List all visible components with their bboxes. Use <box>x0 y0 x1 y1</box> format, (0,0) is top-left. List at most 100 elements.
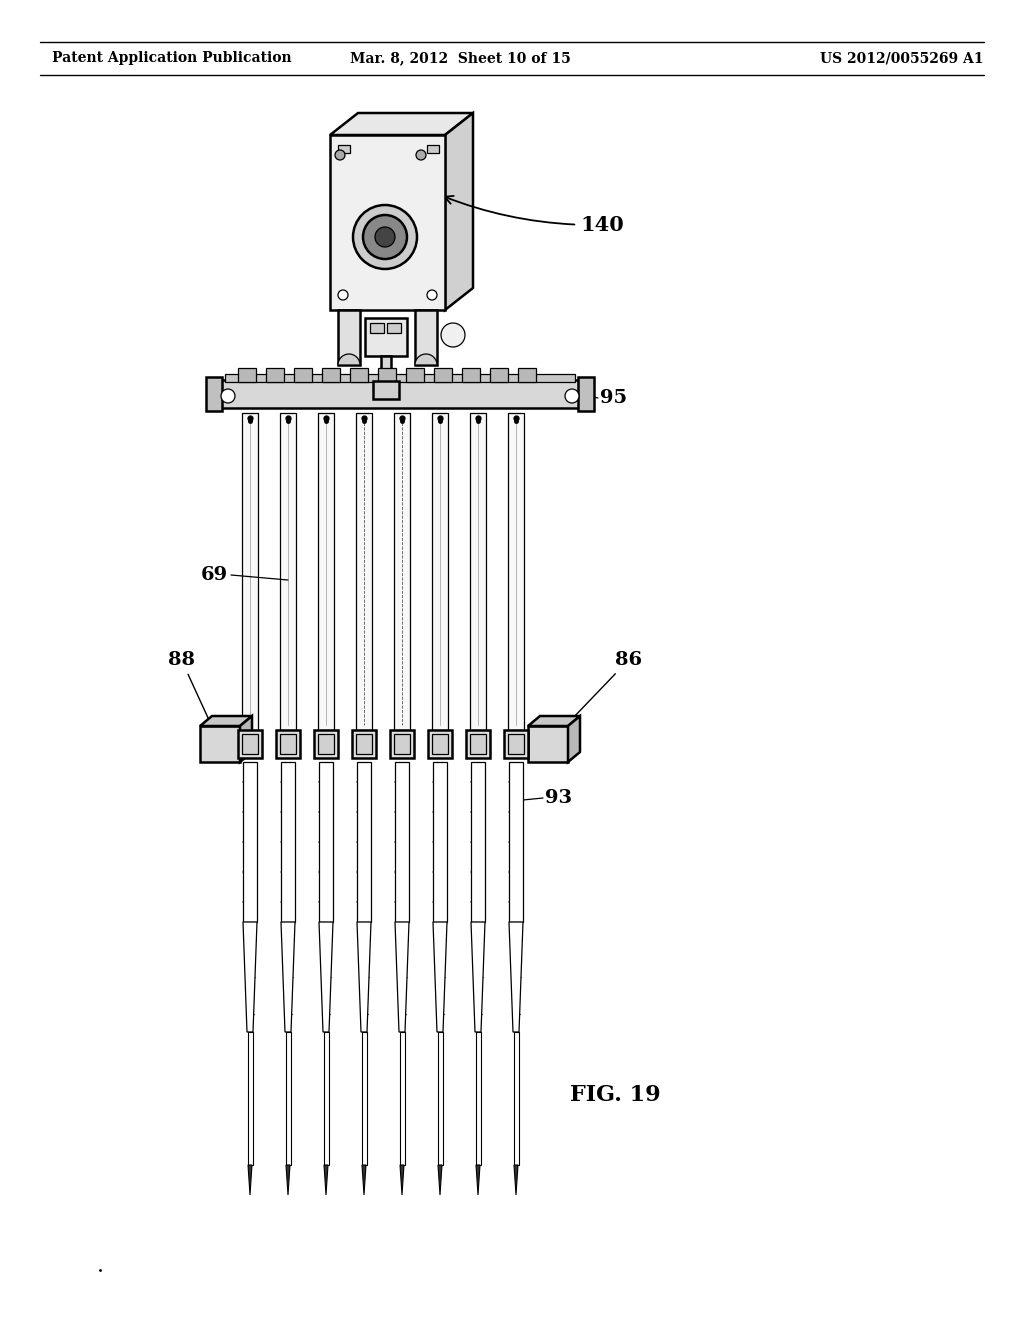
Bar <box>242 734 258 754</box>
Bar <box>352 730 376 758</box>
Polygon shape <box>400 1166 404 1195</box>
Bar <box>432 734 449 754</box>
Bar <box>387 323 401 333</box>
Bar <box>318 734 334 754</box>
Polygon shape <box>286 1166 290 1195</box>
Circle shape <box>353 205 417 269</box>
Text: 86: 86 <box>551 651 642 741</box>
Text: Patent Application Publication: Patent Application Publication <box>52 51 292 65</box>
Bar <box>319 762 333 921</box>
Bar <box>381 356 391 381</box>
Bar <box>427 145 439 153</box>
Polygon shape <box>330 114 473 135</box>
Text: US 2012/0055269 A1: US 2012/0055269 A1 <box>820 51 983 65</box>
Bar <box>518 368 536 381</box>
Wedge shape <box>338 354 360 366</box>
Bar <box>338 145 350 153</box>
Circle shape <box>375 227 395 247</box>
Bar <box>314 730 338 758</box>
Bar <box>200 726 240 762</box>
Bar <box>395 762 409 921</box>
Bar <box>508 413 524 730</box>
Text: Mar. 8, 2012  Sheet 10 of 15: Mar. 8, 2012 Sheet 10 of 15 <box>349 51 570 65</box>
Bar <box>286 1032 291 1166</box>
Bar <box>390 730 414 758</box>
Bar <box>350 368 368 381</box>
Text: 93: 93 <box>545 789 572 807</box>
Text: FIG. 19: FIG. 19 <box>570 1084 660 1106</box>
Bar <box>528 726 568 762</box>
Polygon shape <box>324 1166 328 1195</box>
Circle shape <box>441 323 465 347</box>
Wedge shape <box>415 354 437 366</box>
Polygon shape <box>240 715 252 762</box>
Circle shape <box>427 290 437 300</box>
Bar <box>415 310 437 366</box>
Polygon shape <box>514 1166 518 1195</box>
Circle shape <box>362 215 407 259</box>
Bar <box>365 318 407 356</box>
Bar <box>432 413 449 730</box>
Polygon shape <box>243 921 257 1032</box>
Circle shape <box>416 150 426 160</box>
Polygon shape <box>395 921 409 1032</box>
Circle shape <box>338 290 348 300</box>
Bar <box>281 762 295 921</box>
Bar <box>508 734 524 754</box>
Bar <box>476 1032 480 1166</box>
Polygon shape <box>433 921 447 1032</box>
Bar <box>238 730 262 758</box>
Bar <box>318 413 334 730</box>
Bar <box>356 413 372 730</box>
Bar <box>238 368 256 381</box>
Polygon shape <box>200 715 252 726</box>
Text: 88: 88 <box>168 651 218 741</box>
Bar <box>514 1032 518 1166</box>
Bar <box>428 730 452 758</box>
Text: 69: 69 <box>201 566 228 583</box>
Bar <box>242 413 258 730</box>
Bar <box>433 762 447 921</box>
Polygon shape <box>438 1166 442 1195</box>
Bar <box>280 734 296 754</box>
Bar <box>394 413 410 730</box>
Text: 140: 140 <box>444 195 624 235</box>
Bar <box>362 1032 367 1166</box>
Bar <box>324 1032 329 1166</box>
Polygon shape <box>445 114 473 310</box>
Bar <box>338 310 360 366</box>
Polygon shape <box>568 715 580 762</box>
Bar <box>462 368 480 381</box>
Bar <box>206 378 222 411</box>
Bar <box>394 734 410 754</box>
Polygon shape <box>248 1166 252 1195</box>
Bar <box>470 413 486 730</box>
Polygon shape <box>476 1166 480 1195</box>
Polygon shape <box>319 921 333 1032</box>
Bar <box>378 368 396 381</box>
Bar <box>322 368 340 381</box>
Bar <box>280 413 296 730</box>
Bar <box>490 368 508 381</box>
Bar <box>248 1032 253 1166</box>
Bar <box>438 1032 442 1166</box>
Bar <box>373 381 399 399</box>
Bar <box>509 762 523 921</box>
Polygon shape <box>357 921 371 1032</box>
Circle shape <box>221 389 234 403</box>
Bar <box>434 368 452 381</box>
Bar <box>406 368 424 381</box>
Text: 95: 95 <box>600 389 627 407</box>
Polygon shape <box>281 921 295 1032</box>
Bar <box>243 762 257 921</box>
Bar <box>294 368 312 381</box>
Polygon shape <box>362 1166 366 1195</box>
Polygon shape <box>528 715 580 726</box>
Circle shape <box>335 150 345 160</box>
Bar <box>220 380 580 408</box>
Bar <box>330 135 445 310</box>
Polygon shape <box>509 921 523 1032</box>
Bar <box>357 762 371 921</box>
Bar <box>370 323 384 333</box>
Polygon shape <box>471 921 485 1032</box>
